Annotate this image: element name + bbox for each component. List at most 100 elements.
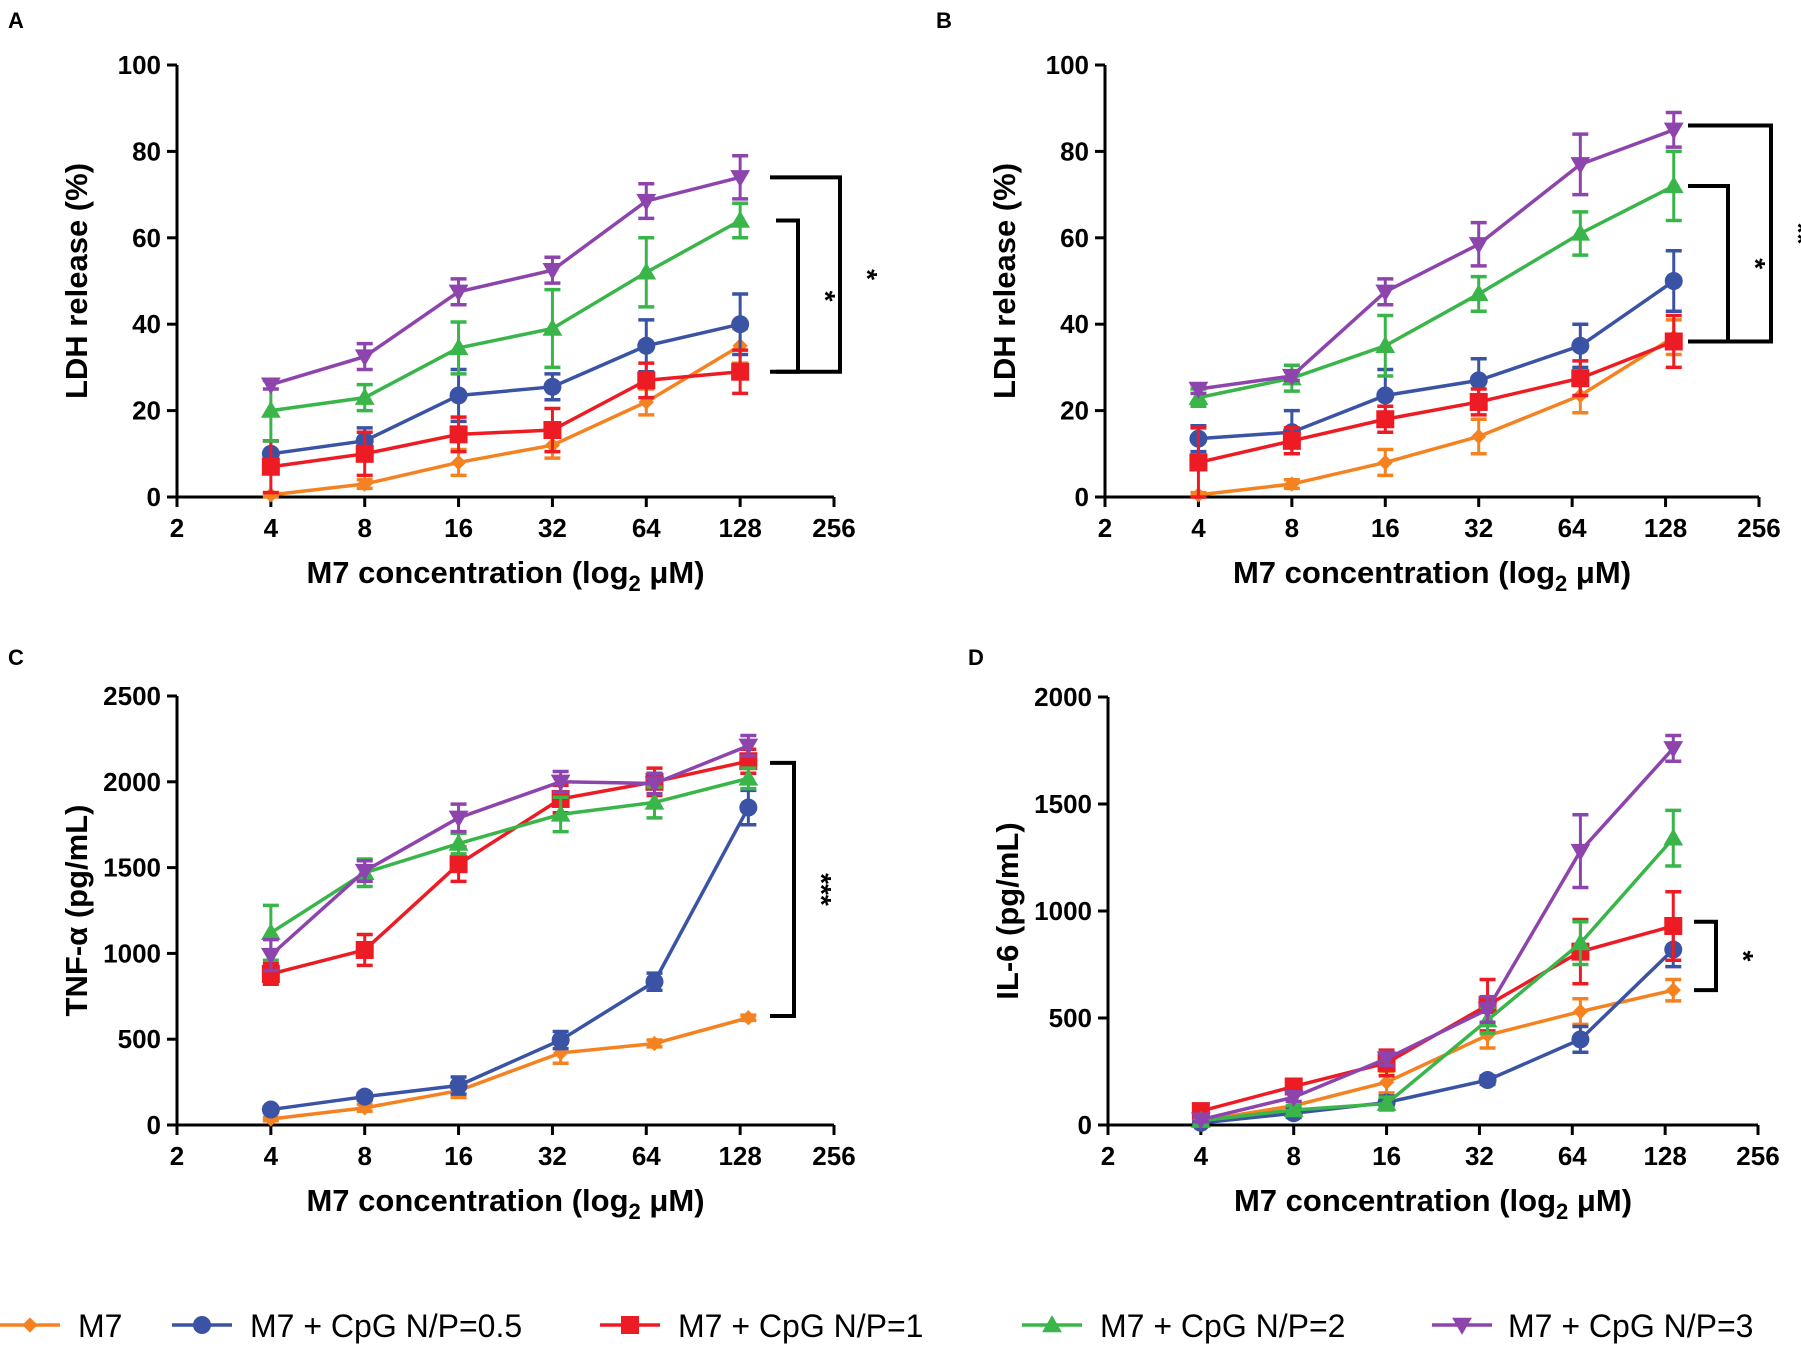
data-point-marker (1468, 284, 1489, 302)
x-tick-label: 2 (1098, 513, 1112, 543)
data-point (354, 863, 375, 881)
data-point (543, 377, 562, 396)
series (261, 292, 750, 469)
x-axis-title: M7 concentration (log2 μM) (306, 1183, 704, 1224)
data-point-marker (1281, 368, 1302, 386)
data-point (354, 349, 375, 367)
data-point (646, 1035, 663, 1052)
data-point (738, 738, 759, 756)
data-point (551, 1031, 570, 1050)
panel-b: B 2 4 8 16 32 64 128 256 0 20 40 60 80 100 M7 concentr… (936, 8, 1801, 596)
bracket-line (1694, 919, 1718, 993)
data-point (355, 444, 374, 463)
series-line (270, 369, 741, 469)
data-point (261, 1100, 280, 1119)
data-point (448, 284, 469, 302)
data-point (644, 776, 665, 794)
data-point-marker (738, 738, 759, 756)
x-tick-label: 32 (538, 513, 567, 543)
data-point-marker (1572, 1003, 1589, 1020)
data-point (636, 262, 657, 280)
data-point-marker (1284, 476, 1300, 492)
data-point (1664, 332, 1683, 351)
data-point-marker (355, 444, 374, 463)
series (261, 747, 758, 987)
series (1192, 977, 1682, 1129)
y-tick-label: 100 (118, 50, 161, 80)
x-tick-label: 128 (718, 513, 761, 543)
data-point (448, 338, 469, 356)
legend-marker-shape (1452, 1317, 1472, 1335)
data-point-marker (644, 792, 665, 810)
data-point (1570, 933, 1591, 951)
x-tick-label: 64 (1558, 513, 1587, 543)
y-tick-label: 20 (132, 396, 161, 426)
x-axis-title-unit: μM) (1568, 1183, 1632, 1218)
x-tick-label: 4 (1191, 513, 1206, 543)
data-point (636, 193, 657, 211)
significance-bracket: ** (1688, 123, 1801, 344)
data-point (1572, 1003, 1589, 1020)
data-point (739, 798, 758, 817)
data-point (1664, 272, 1683, 290)
x-axis-title-unit: μM) (1567, 555, 1631, 590)
significance-bracket: * (776, 218, 841, 374)
data-point (1377, 454, 1393, 471)
panel-letter-b: B (936, 8, 952, 33)
y-tick-label: 80 (1060, 136, 1089, 166)
data-point-marker (1663, 828, 1684, 846)
bracket-line (770, 175, 842, 374)
data-point-marker (730, 170, 751, 188)
data-point-marker (636, 262, 657, 280)
plot-c: 2 4 8 16 32 64 128 256 0 500 1000 1500 2000 2500 M7 co… (59, 681, 856, 1224)
series (1188, 149, 1684, 409)
x-tick-label: 2 (1101, 1141, 1115, 1171)
y-tick-label: 1000 (103, 938, 161, 968)
data-point-marker (1377, 454, 1393, 471)
y-tick-label: 100 (1046, 50, 1089, 80)
series-line (1198, 184, 1675, 400)
data-point-marker (260, 947, 281, 966)
data-point (1376, 386, 1395, 405)
y-tick-label: 2000 (103, 767, 161, 797)
legend-label: M7 (78, 1308, 122, 1344)
y-tick-label: 0 (147, 482, 161, 512)
data-point-marker (449, 1076, 468, 1095)
y-tick-label: 40 (1060, 309, 1089, 339)
x-tick-label: 2 (170, 1141, 184, 1171)
data-point (738, 768, 759, 786)
y-tick-label: 0 (147, 1110, 161, 1140)
data-point (543, 421, 562, 440)
data-point (260, 377, 281, 395)
data-point (1663, 741, 1684, 759)
data-point-marker (1378, 1074, 1395, 1090)
x-tick-label: 16 (1371, 513, 1400, 543)
series (261, 788, 758, 1119)
data-point (355, 1087, 374, 1106)
x-axis-title-main: M7 concentration (log (1233, 555, 1555, 590)
data-point-marker (1189, 453, 1208, 472)
data-point (449, 1076, 468, 1095)
data-point-marker (1375, 284, 1396, 302)
data-point (1378, 1074, 1395, 1090)
data-point-marker (644, 776, 665, 794)
data-point (731, 315, 750, 334)
x-axis-title-main: M7 concentration (log (306, 1183, 628, 1218)
data-point-marker (450, 454, 467, 471)
series (1188, 110, 1684, 399)
data-point (1664, 916, 1683, 935)
data-point-marker (731, 315, 750, 334)
data-point (1468, 284, 1489, 302)
data-point-marker (448, 833, 469, 851)
series-line (270, 344, 742, 497)
legend-marker-shape (621, 1316, 639, 1334)
series-line (1200, 837, 1675, 1123)
data-point-marker (260, 377, 281, 395)
panel-a: A 2 4 8 16 32 64 128 256 0 20 40 60 80 100 M7 concentr… (8, 8, 883, 596)
data-point (1570, 157, 1591, 175)
data-point (450, 454, 467, 471)
panel-letter-d: D (968, 645, 984, 670)
y-tick-label: 40 (132, 309, 161, 339)
data-point (730, 170, 751, 188)
series (1190, 808, 1684, 1128)
